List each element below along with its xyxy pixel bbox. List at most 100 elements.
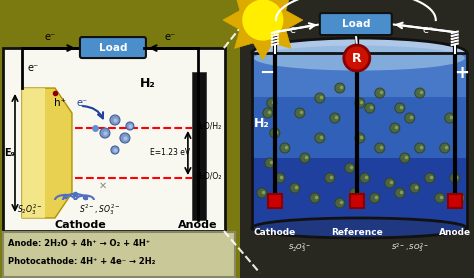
Text: +: + — [454, 64, 469, 82]
Text: e⁻: e⁻ — [422, 25, 433, 35]
Circle shape — [440, 143, 450, 153]
Circle shape — [335, 83, 345, 93]
Circle shape — [410, 183, 420, 193]
Circle shape — [295, 108, 305, 118]
Text: $S_2O_3^{2-}$: $S_2O_3^{2-}$ — [17, 202, 43, 217]
Circle shape — [375, 143, 385, 153]
Polygon shape — [223, 10, 241, 30]
Text: Anode: Anode — [439, 229, 471, 237]
Circle shape — [405, 113, 415, 123]
Circle shape — [280, 143, 290, 153]
Bar — [240, 0, 474, 278]
Circle shape — [455, 193, 465, 203]
Text: e⁻: e⁻ — [164, 32, 175, 42]
Circle shape — [100, 128, 110, 138]
Text: Anode: Anode — [178, 220, 218, 230]
FancyBboxPatch shape — [320, 13, 392, 35]
Circle shape — [400, 153, 410, 163]
Circle shape — [375, 88, 385, 98]
Polygon shape — [271, 28, 291, 48]
Circle shape — [120, 133, 130, 143]
Text: R: R — [352, 51, 362, 64]
Circle shape — [415, 143, 425, 153]
Circle shape — [300, 153, 310, 163]
Text: e⁻: e⁻ — [76, 98, 88, 108]
Circle shape — [435, 193, 445, 203]
Circle shape — [390, 123, 400, 133]
Text: $S_2O_3^{2-}$: $S_2O_3^{2-}$ — [288, 241, 311, 255]
Text: ✕: ✕ — [99, 181, 107, 191]
Circle shape — [270, 128, 280, 138]
PathPatch shape — [22, 88, 45, 218]
Bar — [252, 53, 467, 97]
Circle shape — [325, 173, 335, 183]
Circle shape — [241, 0, 285, 42]
Circle shape — [370, 193, 380, 203]
Circle shape — [360, 173, 370, 183]
Circle shape — [330, 113, 340, 123]
Circle shape — [425, 173, 435, 183]
Circle shape — [111, 146, 119, 154]
Bar — [252, 53, 467, 228]
Text: Load: Load — [342, 19, 370, 29]
Circle shape — [450, 173, 460, 183]
Text: −: − — [259, 64, 274, 82]
Circle shape — [395, 188, 405, 198]
Text: H₂: H₂ — [254, 116, 270, 130]
Circle shape — [395, 103, 405, 113]
Circle shape — [267, 98, 277, 108]
Text: e⁻: e⁻ — [289, 25, 301, 35]
Circle shape — [445, 113, 455, 123]
Circle shape — [257, 188, 267, 198]
Circle shape — [126, 122, 134, 130]
PathPatch shape — [22, 88, 72, 218]
Circle shape — [315, 133, 325, 143]
Bar — [252, 158, 467, 228]
Circle shape — [350, 188, 360, 198]
Text: Cathode: Cathode — [254, 229, 296, 237]
Circle shape — [344, 45, 370, 71]
Circle shape — [315, 93, 325, 103]
Bar — [3, 48, 225, 231]
Ellipse shape — [252, 38, 467, 68]
Polygon shape — [235, 0, 255, 12]
Bar — [192, 72, 206, 220]
Circle shape — [415, 88, 425, 98]
Text: Cathode: Cathode — [54, 220, 106, 230]
Bar — [448, 194, 462, 208]
Circle shape — [310, 193, 320, 203]
Circle shape — [335, 198, 345, 208]
Text: e⁻: e⁻ — [28, 63, 39, 73]
Text: Reference: Reference — [331, 229, 383, 237]
Text: h⁺: h⁺ — [54, 98, 66, 108]
Circle shape — [345, 163, 355, 173]
Text: H₂O/H₂: H₂O/H₂ — [195, 121, 221, 130]
Bar — [350, 194, 364, 208]
Polygon shape — [253, 42, 273, 60]
Text: E₉: E₉ — [5, 148, 16, 158]
Bar — [268, 194, 282, 208]
Ellipse shape — [254, 46, 465, 71]
Text: H₂O/O₂: H₂O/O₂ — [195, 172, 221, 180]
Text: $S^{2-},SO_3^{2-}$: $S^{2-},SO_3^{2-}$ — [79, 202, 121, 217]
Text: e⁻: e⁻ — [45, 32, 55, 42]
Circle shape — [263, 108, 273, 118]
Polygon shape — [235, 28, 255, 48]
Text: H₂: H₂ — [140, 76, 156, 90]
Circle shape — [110, 115, 120, 125]
Text: Photocathode: 4H⁺ + 4e⁻ → 2H₂: Photocathode: 4H⁺ + 4e⁻ → 2H₂ — [8, 257, 155, 266]
Circle shape — [355, 133, 365, 143]
Polygon shape — [284, 10, 303, 30]
Polygon shape — [271, 0, 291, 12]
Ellipse shape — [252, 218, 467, 238]
Circle shape — [265, 158, 275, 168]
Circle shape — [290, 183, 300, 193]
Bar — [252, 97, 467, 158]
Text: Anode: 2H₂O + 4h⁺ → O₂ + 4H⁺: Anode: 2H₂O + 4h⁺ → O₂ + 4H⁺ — [8, 239, 150, 249]
Circle shape — [275, 173, 285, 183]
Circle shape — [355, 98, 365, 108]
Circle shape — [365, 103, 375, 113]
Bar — [252, 53, 467, 228]
Text: E=1.23 eV: E=1.23 eV — [150, 148, 190, 158]
Circle shape — [385, 178, 395, 188]
